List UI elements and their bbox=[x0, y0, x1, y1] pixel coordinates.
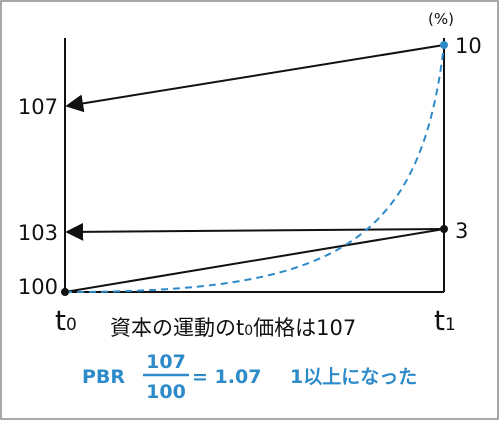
formula-result: = 1.07 bbox=[192, 366, 261, 388]
caption: 資本の運動のt0価格は107 bbox=[110, 316, 356, 340]
formula-prefix: PBR bbox=[82, 366, 125, 388]
unit-label: (%) bbox=[428, 10, 454, 28]
formula-denominator: 100 bbox=[146, 381, 186, 403]
origin-point bbox=[61, 288, 69, 296]
formula-numerator: 107 bbox=[146, 351, 186, 373]
x-label-t1: t1 bbox=[434, 304, 456, 337]
linear-growth-line bbox=[64, 228, 445, 293]
y-label-107: 107 bbox=[18, 95, 58, 119]
arrow-to-103 bbox=[65, 222, 445, 241]
right-label-10: 10 bbox=[455, 34, 482, 58]
formula-note: 1以上になった bbox=[290, 366, 417, 388]
x-label-t0: t0 bbox=[55, 304, 77, 337]
point-3 bbox=[440, 225, 448, 233]
point-10 bbox=[440, 41, 448, 49]
y-label-103: 103 bbox=[18, 221, 58, 245]
arrow-to-107 bbox=[65, 44, 445, 113]
right-label-3: 3 bbox=[455, 219, 468, 243]
y-label-100: 100 bbox=[18, 275, 58, 299]
exponential-curve bbox=[64, 44, 445, 293]
